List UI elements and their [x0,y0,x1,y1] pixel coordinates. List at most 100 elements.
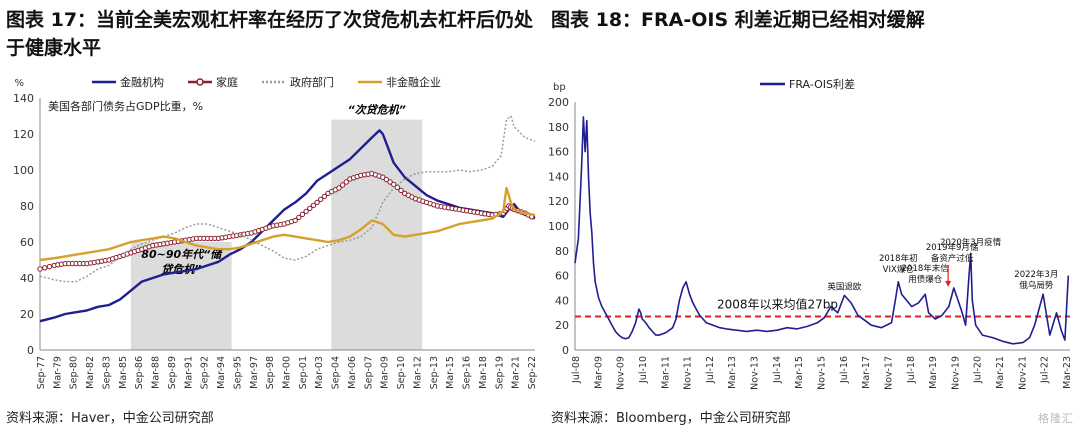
source-note: 资料来源：Haver，中金公司研究部 [6,411,214,426]
y-unit-label: bp [553,82,566,93]
annotation-text: 备资产过低 [931,253,974,264]
series-marker [299,211,306,218]
x-tick-label: Mar-79 [52,356,63,389]
series-marker [314,199,320,206]
series-marker [336,185,342,191]
series-marker [380,174,386,180]
y-unit-label: % [14,78,24,89]
x-tick-label: Sep-04 [331,356,342,389]
series-marker [387,179,393,185]
y-tick-label: 100 [548,220,569,233]
x-tick-label: Sep-80 [69,356,80,389]
x-tick-label: Jul-20 [973,356,984,384]
x-tick-label: Sep-89 [167,356,178,389]
legend-label: 政府部门 [290,75,334,89]
series-marker [339,182,346,188]
shaded-period [130,242,232,350]
y-tick-label: 60 [555,270,569,283]
annotation-text: VIX爆仓 [883,264,915,275]
series-marker [303,208,309,215]
y-tick-label: 40 [555,294,569,307]
x-tick-label: Sep-86 [134,356,145,389]
x-tick-label: Sep-77 [36,356,47,389]
legend-label: 金融机构 [120,75,164,89]
x-tick-label: Nov-21 [1017,356,1028,390]
x-tick-label: Mar-21 [995,356,1006,389]
legend-marker [196,78,204,86]
x-tick-label: Sep-95 [232,356,243,389]
legend-item: 金融机构 [92,75,164,89]
annotation-arrowhead [945,280,952,287]
x-tick-label: Mar-17 [861,356,872,389]
y-tick-label: 100 [13,164,34,177]
series-marker [46,263,53,270]
chart-title: 图表 17：当前全美宏观杠杆率在经历了次贷危机去杠杆后仍处于健康水平 [6,9,534,59]
y-tick-label: 0 [27,344,34,357]
annotation-text: 俄乌局势 [1019,280,1054,291]
x-tick-label: Mar-11 [660,356,671,389]
x-tick-label: Sep-19 [494,356,505,389]
right-chart-panel: 图表 18：FRA-OIS 利差近期已经相对缓解 0 20 40 60 80 100 120… [545,0,1080,432]
shaded-label: “次贷危机” [348,104,406,117]
series-marker [296,214,302,221]
x-tick-label: Jul-10 [638,356,649,384]
legend-label: 非金融企业 [386,75,441,89]
series-marker [383,176,390,183]
right-chart: 0 20 40 60 80 100 120 140 160 180 200 bp Jul-08 Mar-0… [548,77,1073,390]
series-marker [310,202,317,209]
x-tick-label: Mar-88 [151,356,162,389]
x-tick-label: Nov-17 [883,356,894,390]
x-tick-label: Mar-15 [794,356,805,389]
series-marker [307,205,313,212]
annotation-text: 英国退欧 [827,281,862,292]
x-tick-label: Mar-15 [445,356,456,389]
x-tick-label: Nov-15 [817,356,828,390]
annotation-text: 用债爆仓 [908,274,943,285]
x-tick-label: Jul-08 [571,356,582,384]
y-tick-label: 180 [548,121,569,134]
legend-item: 政府部门 [262,75,334,89]
x-tick-label: Jul-16 [839,356,850,384]
series-marker [37,266,43,272]
y-tick-label: 160 [548,146,569,159]
y-tick-label: 80 [555,245,569,258]
y-tick-label: 120 [548,195,569,208]
x-tick-label: Jul-14 [772,356,783,384]
series-marker [321,193,328,200]
y-tick-label: 20 [20,308,34,321]
x-tick-label: Mar-06 [347,356,358,389]
shaded-label: 80~90年代“储 [141,248,223,261]
x-tick-label: Mar-91 [183,356,194,389]
x-tick-label: Sep-92 [200,356,211,389]
x-tick-label: Nov-19 [950,356,961,390]
y-tick-label: 120 [13,128,34,141]
series-marker [398,187,404,194]
x-tick-label: Mar-13 [727,356,738,389]
series-marker [318,196,324,203]
shaded-period [331,119,423,350]
x-tick-label: Sep-22 [527,356,538,389]
x-tick-label: Mar-00 [282,356,293,389]
y-tick-label: 140 [548,170,569,183]
x-tick-label: Sep-07 [363,356,374,389]
y-tick-label: 20 [555,319,569,332]
series-line-fra-ois [574,116,1070,345]
y-tick-label: 40 [20,272,34,285]
x-tick-label: Sep-10 [396,356,407,389]
x-tick-label: Jul-22 [1040,356,1051,384]
series-line-非金融企业 [39,186,536,262]
x-tick-label: Sep-01 [298,356,309,389]
series-marker [391,181,397,188]
annotation-text: 2018年初 [879,253,918,264]
annotation-text: 2022年3月 [1014,269,1058,280]
x-tick-label: Mar-97 [249,356,260,389]
series-marker [292,217,298,224]
x-tick-label: Mar-21 [511,356,522,389]
legend-label: 家庭 [216,75,238,89]
left-chart: 80~90年代“储贷危机”“次贷危机”020406080100120140%Se… [13,75,538,389]
x-tick-label: Sep-98 [265,356,276,389]
annotation-text: 2019年9月储 [926,242,979,253]
x-tick-label: Sep-16 [462,356,473,389]
legend-item: 家庭 [188,75,238,89]
annotation-text: 2018年末信 [902,263,950,274]
